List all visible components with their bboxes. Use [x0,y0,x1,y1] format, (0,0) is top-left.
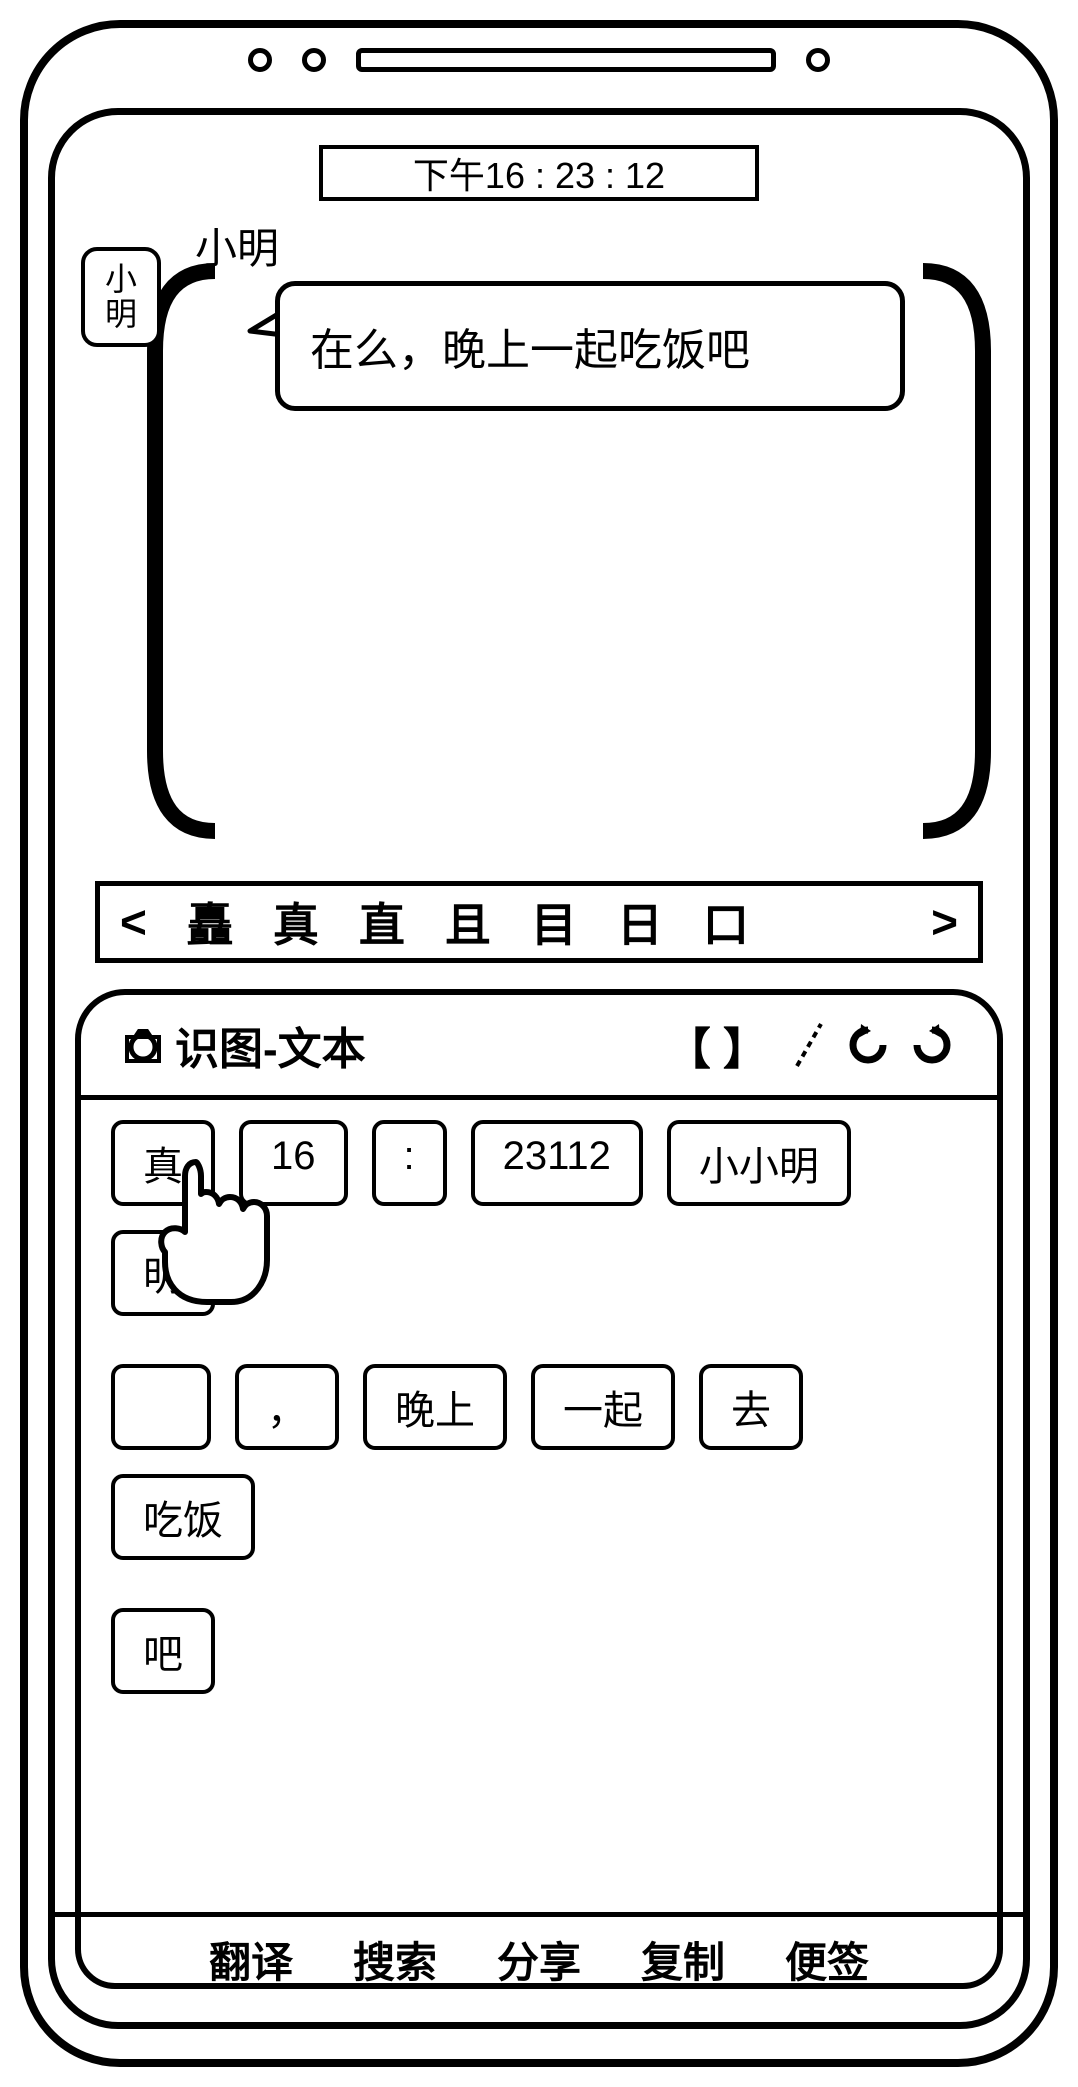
avatar[interactable]: 小 明 [81,247,161,347]
action-memo[interactable]: 便签 [785,1929,869,1990]
chat-area: 小 明 小明 在么，晚上一起吃饭吧 [95,221,983,881]
pointer-hand-icon [141,1152,281,1322]
ocr-chip[interactable] [111,1364,211,1450]
ocr-chip[interactable]: 去 [699,1364,803,1450]
ocr-chip[interactable]: 23112 [471,1120,643,1206]
candidate-item[interactable]: 口 [703,889,749,955]
action-search[interactable]: 搜索 [353,1929,437,1990]
candidate-item[interactable]: 日 [617,889,663,955]
panel-header: 识图-文本 【 】 [81,995,997,1095]
phone-top [248,48,830,72]
status-bar: 下午16 : 23 : 12 [319,145,759,201]
status-time: 下午16 : 23 : 12 [413,147,665,199]
dashed-divider-icon[interactable] [789,1020,829,1070]
redo-icon[interactable] [907,1020,957,1070]
panel-title: 识图-文本 [121,1013,366,1077]
sensor-dot [302,48,326,72]
ocr-panel: 识图-文本 【 】 真 16 : 23112 小小明 明 ， 晚上 一起 [75,989,1003,1989]
candidate-item[interactable]: 直 [359,889,405,955]
phone-frame: 下午16 : 23 : 12 小 明 小明 在么，晚上一起吃饭吧 < 矗 真 直… [20,20,1058,2067]
bracket-toggle-icon[interactable]: 【 】 [659,1013,775,1077]
ocr-chips: 真 16 : 23112 小小明 明 ， 晚上 一起 去 吃饭 吧 [81,1100,997,1714]
action-copy[interactable]: 复制 [641,1929,725,1990]
bottom-action-bar: 翻译 搜索 分享 复制 便签 [55,1912,1023,2002]
candidate-item[interactable]: 矗 [187,889,233,955]
chat-bubble[interactable]: 在么，晚上一起吃饭吧 [275,281,905,411]
candidate-bar: < 矗 真 直 且 目 日 口 > [95,881,983,963]
contact-name: 小明 [195,215,279,276]
ocr-chip[interactable]: 一起 [531,1364,675,1450]
candidate-item[interactable]: 目 [531,889,577,955]
ocr-chip[interactable]: : [372,1120,447,1206]
ocr-chip[interactable]: 小小明 [667,1120,851,1206]
ocr-chip[interactable]: 吧 [111,1608,215,1694]
speaker-grille [356,48,776,72]
sensor-dot [806,48,830,72]
action-translate[interactable]: 翻译 [209,1929,293,1990]
candidate-item[interactable]: 真 [273,889,319,955]
candidate-prev-button[interactable]: < [120,895,147,949]
candidate-next-button[interactable]: > [931,895,958,949]
camera-icon [121,1023,165,1067]
chat-message: 在么，晚上一起吃饭吧 [310,314,750,378]
candidate-item[interactable]: 且 [445,889,491,955]
ocr-chip[interactable]: 吃饭 [111,1474,255,1560]
sensor-dot [248,48,272,72]
action-share[interactable]: 分享 [497,1929,581,1990]
ocr-chip[interactable]: 晚上 [363,1364,507,1450]
undo-icon[interactable] [843,1020,893,1070]
screen: 下午16 : 23 : 12 小 明 小明 在么，晚上一起吃饭吧 < 矗 真 直… [48,108,1030,2029]
ocr-chip[interactable]: ， [235,1364,339,1450]
selection-bracket-right-icon [913,261,993,841]
selection-bracket-left-icon [145,261,225,841]
